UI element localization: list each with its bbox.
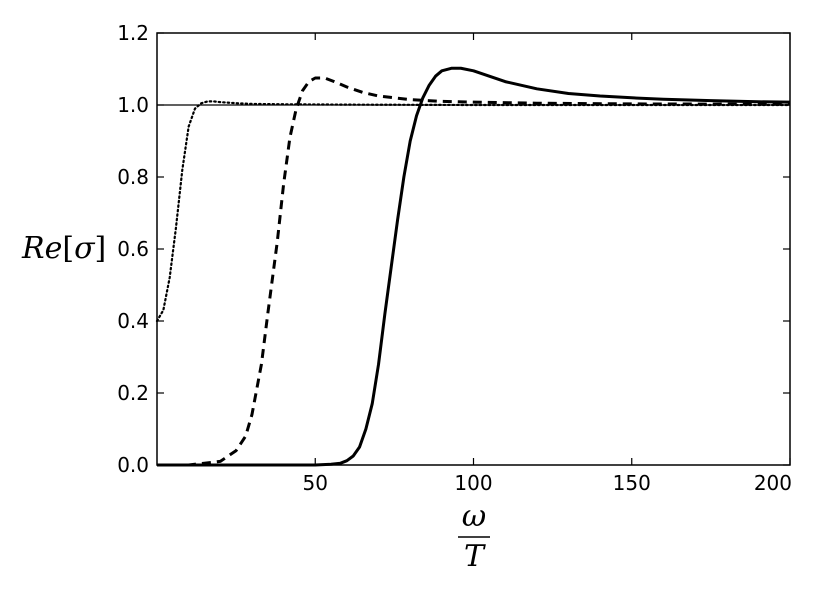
y-axis-label-open-bracket: [ xyxy=(62,231,74,266)
y-tick-label: 0.2 xyxy=(117,381,149,405)
x-tick-label: 100 xyxy=(454,471,492,495)
tick-labels: 50 100 150 200 0.0 0.2 0.4 0.6 0.8 1.0 1.2 xyxy=(117,21,792,495)
series-line-solid xyxy=(157,68,790,465)
y-axis-label-symbol: σ xyxy=(74,231,96,266)
x-tick-label: 150 xyxy=(613,471,651,495)
y-tick-label: 0.0 xyxy=(117,453,149,477)
x-axis-label: ω T xyxy=(458,499,490,574)
x-axis-label-numerator: ω xyxy=(462,499,486,534)
y-tick-label: 1.2 xyxy=(117,21,149,45)
x-tick-label: 50 xyxy=(303,471,328,495)
series-line-dashed xyxy=(157,78,790,465)
y-tick-label: 1.0 xyxy=(117,93,149,117)
x-tick-label: 200 xyxy=(754,471,792,495)
axis-ticks xyxy=(157,33,790,465)
y-axis-label: Re[σ] xyxy=(21,231,106,266)
y-tick-label: 0.4 xyxy=(117,309,149,333)
plot-area xyxy=(157,68,790,465)
y-axis-label-prefix: Re xyxy=(21,231,62,266)
y-tick-label: 0.6 xyxy=(117,237,149,261)
y-tick-label: 0.8 xyxy=(117,165,149,189)
plot-frame xyxy=(157,33,790,465)
x-axis-label-denominator: T xyxy=(464,539,486,574)
series-line-dotted xyxy=(157,101,790,321)
y-axis-label-close-bracket: ] xyxy=(95,231,107,266)
